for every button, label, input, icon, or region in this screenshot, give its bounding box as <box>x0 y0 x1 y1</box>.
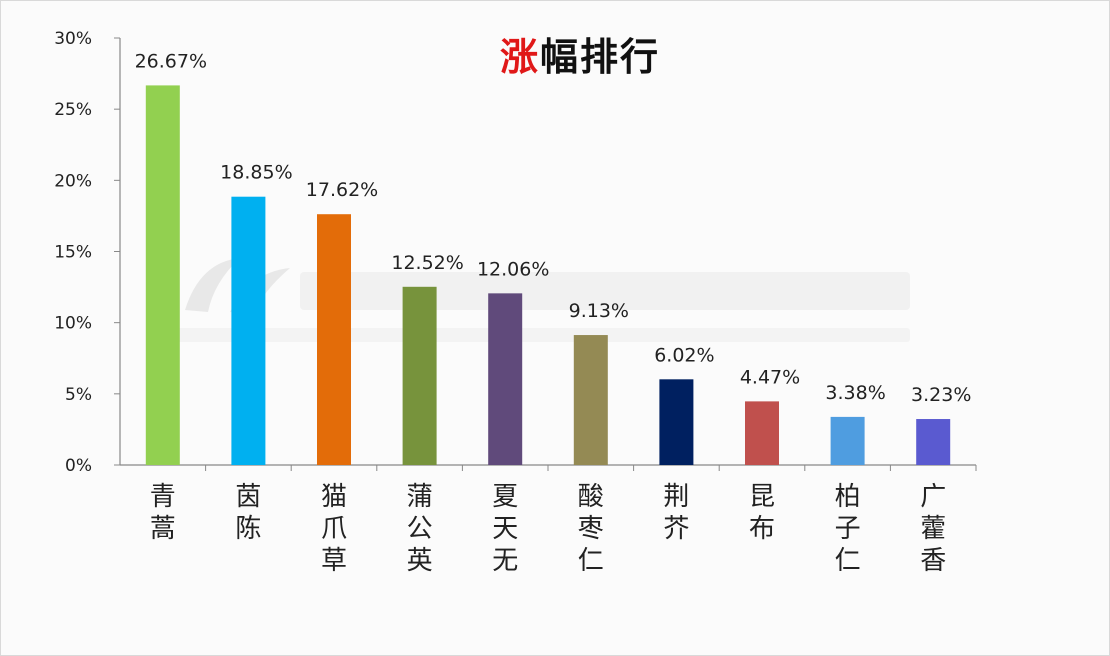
data-label: 3.38% <box>825 382 885 404</box>
bar-6 <box>573 335 608 465</box>
bar-5 <box>488 293 523 465</box>
bar-8 <box>745 401 779 465</box>
bar-3 <box>317 214 351 465</box>
data-label: 17.62% <box>306 179 378 201</box>
watermark-logo-leaf <box>185 258 240 312</box>
x-tick-label-char: 布 <box>749 514 775 544</box>
bar-4 <box>402 286 437 465</box>
y-tick-label: 0% <box>65 456 92 476</box>
x-tick-label-char: 荆 <box>663 482 689 512</box>
x-tick-label-char: 蒿 <box>150 514 176 544</box>
data-label: 3.23% <box>911 384 971 406</box>
data-label: 9.13% <box>569 300 629 322</box>
bar-1 <box>145 85 180 465</box>
x-tick-label-char: 猫 <box>321 482 347 512</box>
x-tick-label-char: 夏 <box>492 482 518 512</box>
bar-7 <box>659 379 694 465</box>
bar-9 <box>830 416 865 465</box>
watermark-band <box>300 272 910 310</box>
x-tick-label-char: 仁 <box>835 546 861 576</box>
x-tick-label-char: 藿 <box>920 514 946 544</box>
x-tick-label-char: 昆 <box>749 482 775 512</box>
data-label: 26.67% <box>135 50 207 72</box>
x-tick-label-char: 蒲 <box>407 482 433 512</box>
x-tick-label-char: 仁 <box>578 546 604 576</box>
x-tick-label-char: 芥 <box>663 514 689 544</box>
bar-10 <box>916 419 951 465</box>
data-label: 12.06% <box>477 258 549 280</box>
x-tick-label-char: 草 <box>321 546 347 576</box>
x-tick-label-char: 天 <box>492 514 518 544</box>
y-tick-label: 20% <box>54 171 92 191</box>
title-highlight: 涨 <box>500 35 541 79</box>
x-tick-label-char: 子 <box>835 514 861 544</box>
data-label: 12.52% <box>391 252 463 274</box>
chart-title: 涨幅排行 <box>500 26 660 81</box>
x-tick-label-char: 公 <box>407 514 433 544</box>
x-tick-label-char: 广 <box>920 482 946 512</box>
x-tick-label-char: 香 <box>920 546 946 576</box>
x-tick-label-char: 英 <box>407 546 433 576</box>
y-tick-label: 5% <box>65 385 92 405</box>
y-tick-label: 25% <box>54 100 92 120</box>
title-rest: 幅排行 <box>540 35 661 79</box>
x-tick-label-char: 青 <box>150 482 176 512</box>
x-tick-label-char: 陈 <box>235 514 261 544</box>
x-tick-label-char: 茵 <box>235 482 261 512</box>
data-label: 4.47% <box>740 366 800 388</box>
data-label: 18.85% <box>220 162 292 184</box>
x-tick-label-char: 无 <box>492 546 518 576</box>
x-tick-label-char: 枣 <box>578 514 604 544</box>
data-label: 6.02% <box>654 344 714 366</box>
watermark-band <box>160 328 910 342</box>
y-tick-label: 15% <box>54 243 92 263</box>
bar-2 <box>231 196 266 465</box>
x-tick-label-char: 酸 <box>578 482 604 512</box>
y-tick-label: 30% <box>54 29 92 49</box>
x-tick-label-char: 爪 <box>321 514 347 544</box>
x-tick-label-char: 柏 <box>835 482 861 512</box>
y-tick-label: 10% <box>54 314 92 334</box>
